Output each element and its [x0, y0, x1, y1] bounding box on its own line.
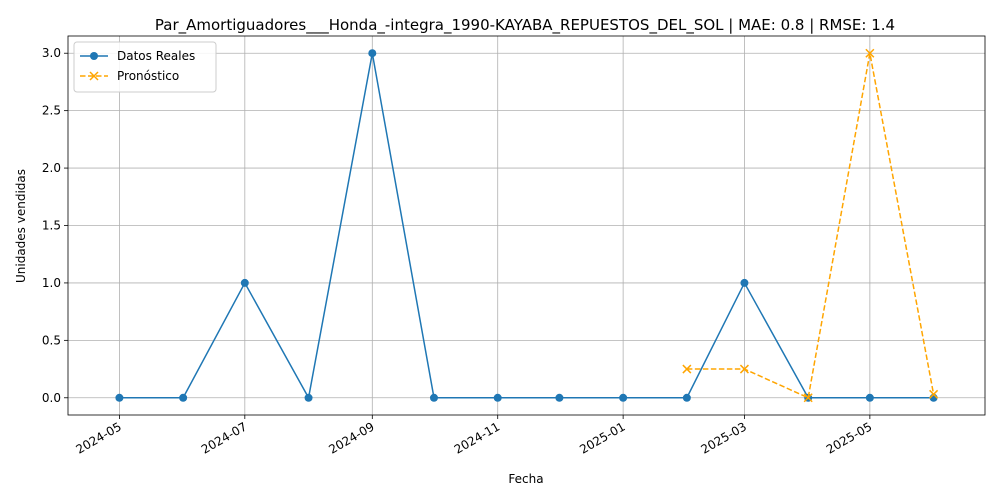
series-line	[686, 53, 935, 399]
legend-marker	[89, 71, 99, 81]
data-point	[304, 393, 313, 402]
data-point	[929, 389, 939, 399]
y-axis-label: Unidades vendidas	[14, 169, 28, 283]
data-point	[240, 278, 249, 287]
x-tick-label: 2025-03	[699, 419, 749, 456]
y-tick-label: 0.0	[42, 391, 61, 405]
data-point	[803, 393, 813, 403]
data-point	[740, 278, 749, 287]
data-point	[429, 393, 438, 402]
data-point	[739, 364, 749, 374]
x-axis-label: Fecha	[508, 472, 543, 486]
y-tick-label: 1.5	[42, 219, 61, 233]
grid	[68, 36, 985, 415]
legend: Datos Reales Pronóstico	[73, 41, 217, 93]
data-point	[865, 48, 875, 58]
x-tick-label: 2025-01	[577, 419, 627, 456]
y-tick-label: 0.5	[42, 333, 61, 347]
series-0	[115, 49, 938, 402]
data-point	[682, 364, 692, 374]
series-layer	[115, 48, 939, 403]
x-tick-label: 2025-05	[824, 419, 874, 456]
y-tick-label: 2.5	[42, 104, 61, 118]
legend-box	[73, 41, 217, 93]
series-1	[682, 48, 939, 403]
legend-label: Pronóstico	[117, 69, 179, 83]
x-tick-label: 2024-05	[73, 419, 123, 456]
legend-marker	[90, 52, 98, 60]
axes: 0.0 0.5 1.0 1.5 2.0 2.5 3.0 2024-05 2024-07 2024-…	[42, 46, 874, 456]
data-point	[619, 393, 628, 402]
y-tick-label: 2.0	[42, 161, 61, 175]
data-point	[179, 393, 188, 402]
data-point	[368, 49, 377, 58]
y-tick-label: 3.0	[42, 46, 61, 60]
legend-label: Datos Reales	[117, 49, 195, 63]
data-point	[493, 393, 502, 402]
x-tick-label: 2024-09	[326, 419, 376, 456]
chart-title: Par_Amortiguadores___Honda_-integra_1990…	[155, 16, 895, 35]
data-point	[115, 393, 124, 402]
data-point	[865, 393, 874, 402]
plot-frame	[67, 35, 986, 416]
series-line	[119, 53, 934, 400]
x-tick-label: 2024-11	[452, 419, 502, 456]
x-tick-label: 2024-07	[199, 419, 249, 456]
data-point	[555, 393, 564, 402]
y-tick-label: 1.0	[42, 276, 61, 290]
data-point	[682, 393, 691, 402]
